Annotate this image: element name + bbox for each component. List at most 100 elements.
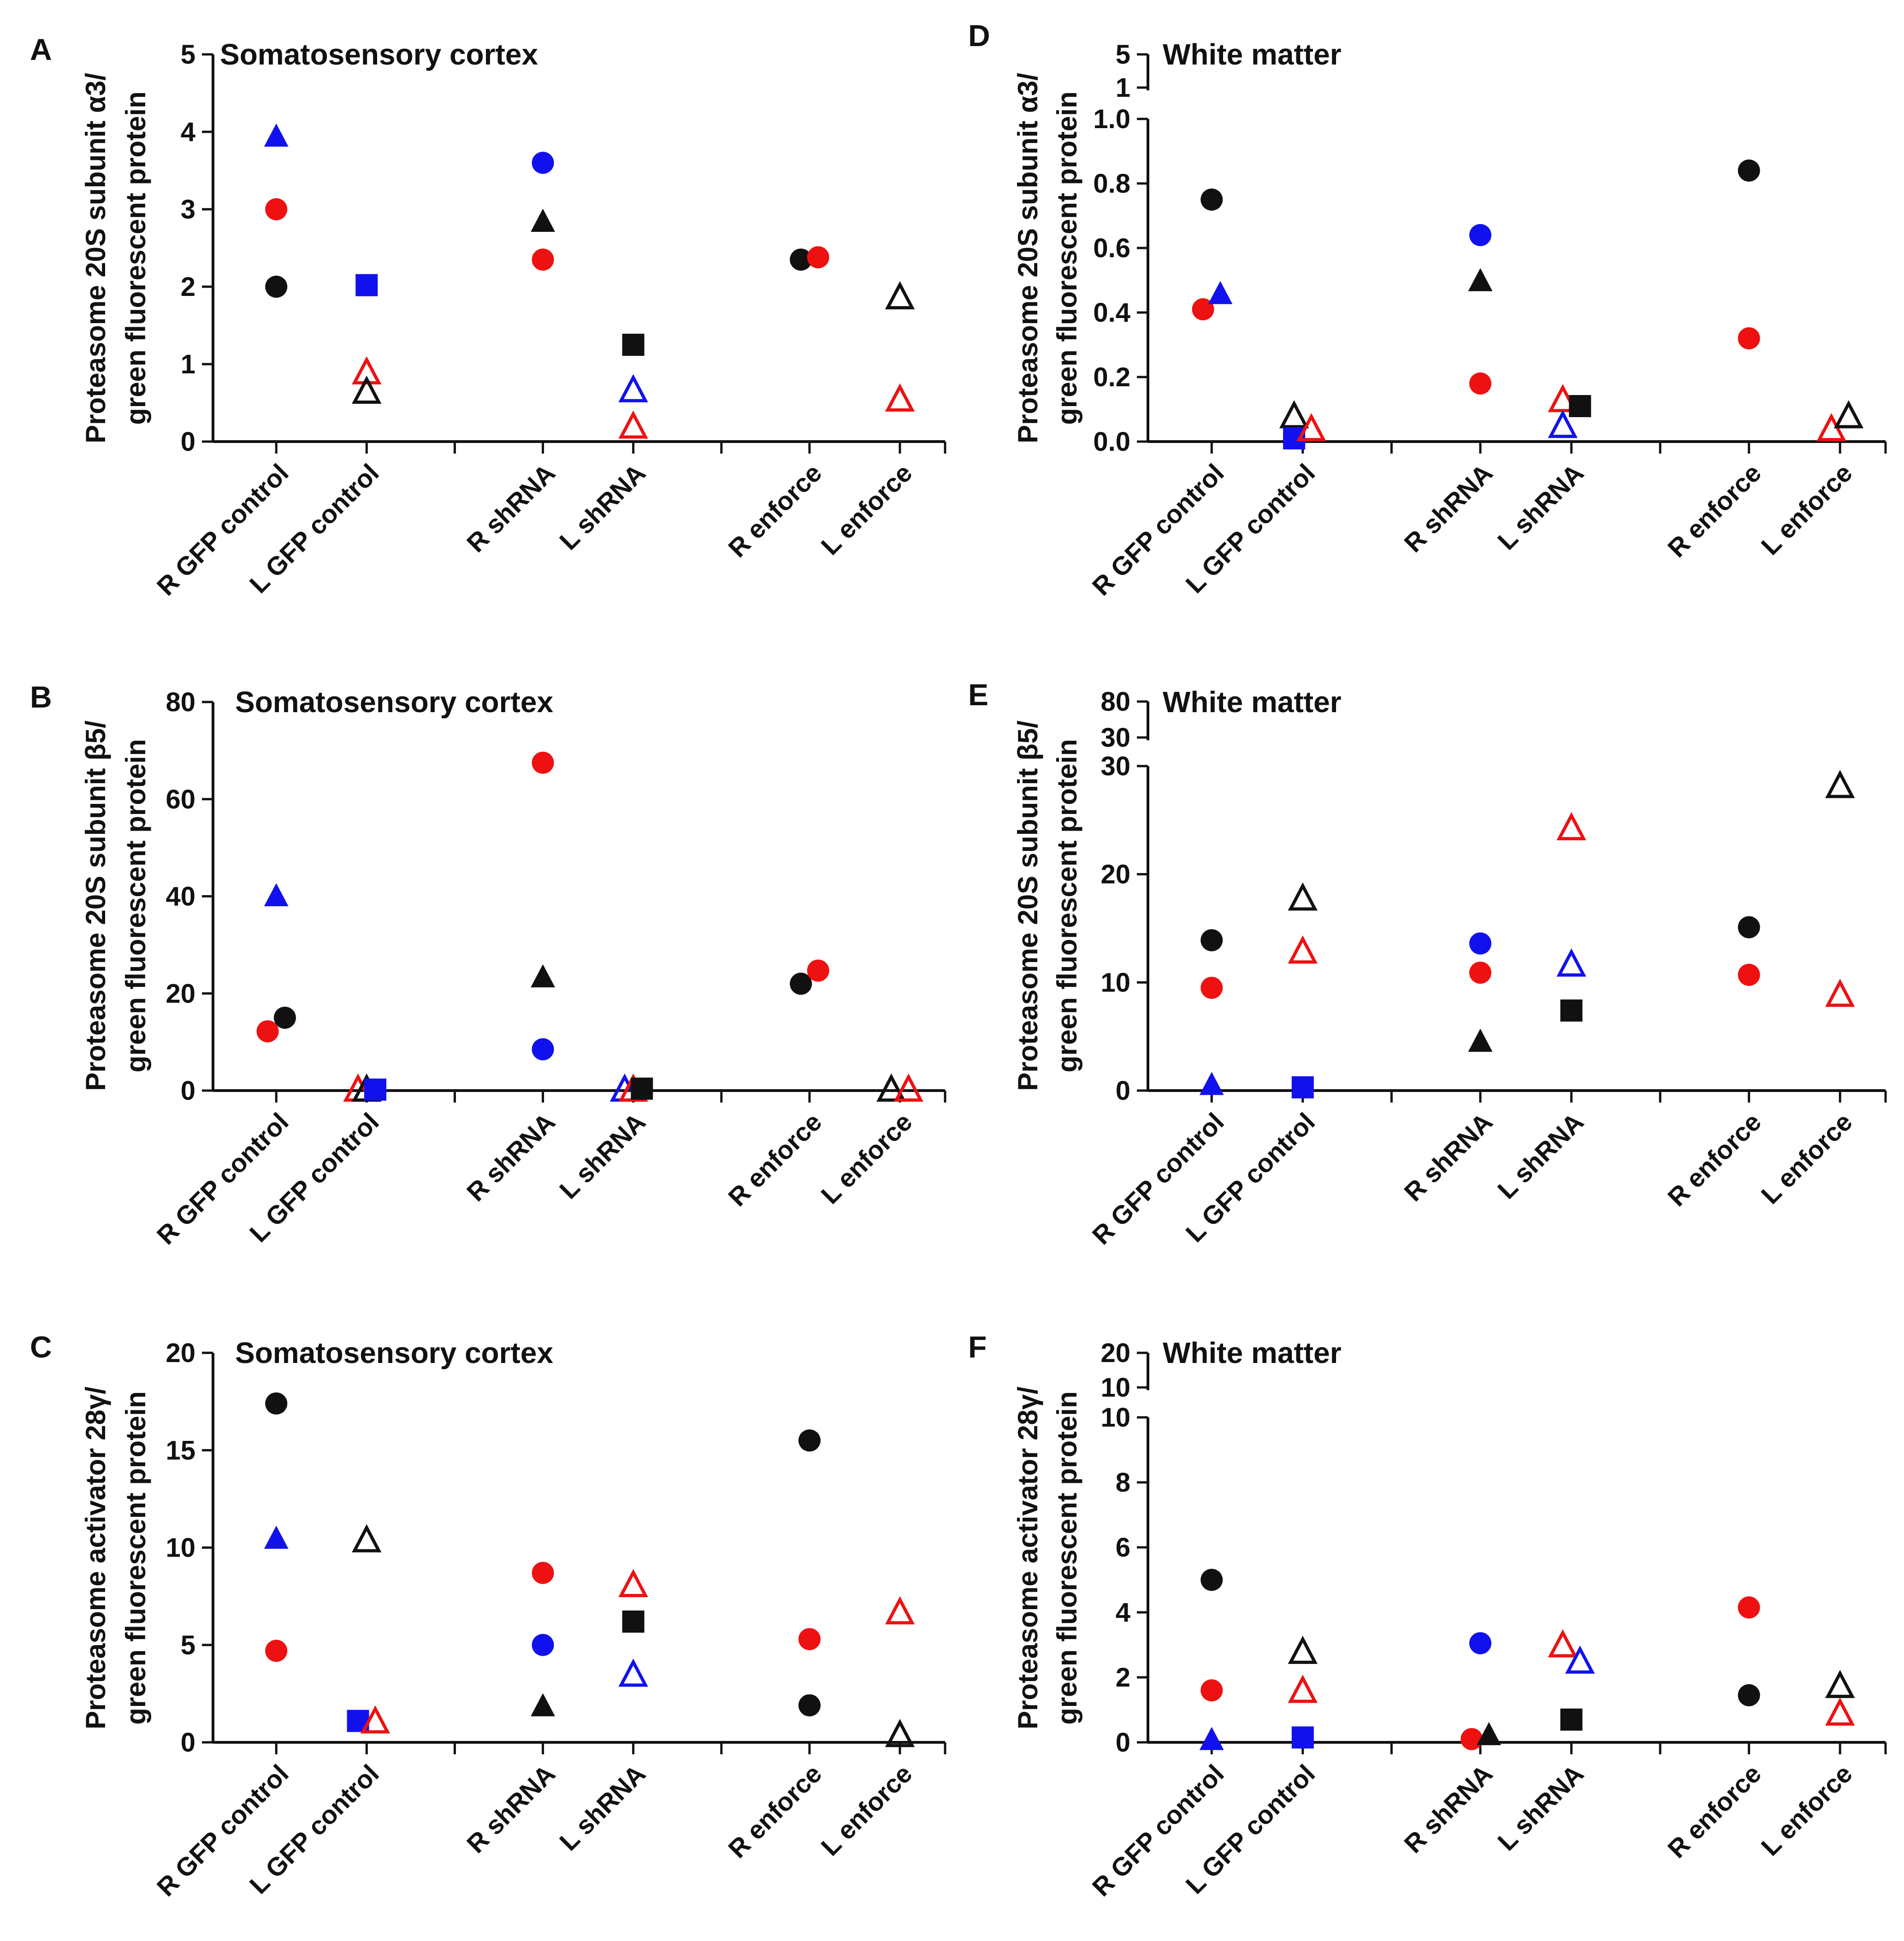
data-point-triangle bbox=[1288, 882, 1318, 911]
data-point-triangle bbox=[352, 375, 382, 404]
y-tick-label: 10 bbox=[1100, 1403, 1130, 1433]
y-axis-label: Proteasome activator 28γ/ bbox=[1012, 1386, 1043, 1729]
y-tick-label: 30 bbox=[1100, 751, 1130, 781]
chart-title: White matter bbox=[1163, 1336, 1342, 1369]
data-point-triangle bbox=[360, 1705, 390, 1734]
y-axis-label: Proteasome 20S subunit β5/ bbox=[1012, 720, 1043, 1091]
chart-title: White matter bbox=[1163, 38, 1342, 71]
y-tick-label: 15 bbox=[166, 1435, 195, 1465]
x-tick-label: R enforce bbox=[722, 458, 827, 563]
data-point-triangle bbox=[531, 208, 555, 232]
y-tick-label: 5 bbox=[181, 1630, 195, 1660]
chart-panel-c: C Somatosensory cortex Proteasome activato… bbox=[30, 1330, 946, 1902]
data-point-circle bbox=[790, 973, 812, 995]
data-point-square bbox=[364, 1078, 386, 1101]
y-tick-label: 1 bbox=[181, 349, 195, 379]
data-point-triangle bbox=[1825, 1697, 1855, 1726]
x-tick-label: R shRNA bbox=[1398, 458, 1498, 558]
data-point-triangle bbox=[1556, 812, 1586, 841]
data-points bbox=[1199, 770, 1855, 1098]
y-tick-label: 80 bbox=[1100, 687, 1130, 717]
data-point-circle bbox=[807, 246, 829, 269]
data-point-circle bbox=[265, 1640, 288, 1662]
data-point-triangle bbox=[1468, 268, 1493, 291]
data-point-triangle bbox=[1199, 1072, 1224, 1095]
y-tick-label: 2 bbox=[181, 272, 195, 302]
y-tick-label: 0.8 bbox=[1093, 169, 1130, 199]
data-point-square bbox=[631, 1077, 653, 1100]
y-tick-label: 1 bbox=[1116, 73, 1130, 103]
data-point-circle bbox=[1738, 916, 1760, 938]
data-point-circle bbox=[532, 152, 554, 174]
y-tick-label: 80 bbox=[166, 687, 195, 717]
y-tick-label: 0 bbox=[1116, 1076, 1130, 1106]
chart-panel-b: B Somatosensory cortex Proteasome 20S subu… bbox=[30, 680, 946, 1250]
y-axis-label: green fluorescent protein bbox=[120, 91, 151, 425]
y-tick-label: 3 bbox=[181, 195, 195, 224]
y-tick-label: 20 bbox=[1100, 1338, 1130, 1368]
data-point-square bbox=[355, 274, 378, 296]
data-point-triangle bbox=[1208, 281, 1233, 304]
data-point-circle bbox=[1469, 372, 1491, 395]
x-tick-label: R enforce bbox=[722, 1107, 827, 1212]
x-tick-label: R enforce bbox=[1662, 1759, 1767, 1864]
data-point-square bbox=[1291, 1726, 1314, 1749]
data-point-triangle bbox=[1468, 1028, 1493, 1052]
data-point-triangle bbox=[1199, 1727, 1224, 1750]
data-point-triangle bbox=[1296, 413, 1326, 442]
x-tick-label: L enforce bbox=[815, 1759, 917, 1861]
x-tick-label: L enforce bbox=[1756, 1107, 1858, 1209]
x-tick-label: L enforce bbox=[815, 458, 917, 560]
data-point-circle bbox=[265, 276, 288, 298]
y-tick-label: 1.0 bbox=[1093, 104, 1130, 134]
y-axis-label: green fluorescent protein bbox=[1052, 739, 1082, 1072]
data-point-triangle bbox=[1288, 1675, 1318, 1703]
y-axis-label: green fluorescent protein bbox=[120, 739, 151, 1072]
y-tick-label: 20 bbox=[166, 1338, 195, 1368]
panel-label: F bbox=[968, 1330, 987, 1364]
panel-label: E bbox=[968, 678, 988, 712]
chart-panel-e: E White matter Proteasome 20S subunit β5/g… bbox=[968, 678, 1887, 1250]
data-point-circle bbox=[807, 959, 829, 982]
data-point-triangle bbox=[885, 1596, 915, 1625]
data-point-triangle bbox=[1548, 410, 1578, 438]
y-tick-label: 8 bbox=[1116, 1468, 1130, 1498]
data-point-triangle bbox=[876, 1073, 906, 1102]
data-point-circle bbox=[1469, 962, 1491, 984]
data-point-circle bbox=[1738, 963, 1760, 986]
x-tick-label: L enforce bbox=[815, 1107, 917, 1209]
data-point-triangle bbox=[352, 356, 382, 385]
panel-label: D bbox=[968, 18, 990, 53]
data-point-square bbox=[1560, 1708, 1583, 1731]
data-point-triangle bbox=[1825, 770, 1855, 798]
data-point-circle bbox=[532, 248, 554, 271]
data-point-triangle bbox=[264, 124, 289, 147]
data-point-circle bbox=[790, 248, 812, 271]
y-tick-label: 10 bbox=[1100, 1373, 1130, 1403]
y-tick-label: 0.6 bbox=[1093, 233, 1130, 263]
data-point-circle bbox=[1469, 1632, 1491, 1654]
data-point-triangle bbox=[1565, 1645, 1595, 1674]
data-point-triangle bbox=[1279, 400, 1309, 429]
data-point-circle bbox=[1738, 1596, 1760, 1619]
y-tick-label: 20 bbox=[1100, 860, 1130, 890]
y-tick-label: 0.0 bbox=[1093, 427, 1130, 457]
data-point-circle bbox=[1200, 1569, 1223, 1591]
data-point-circle bbox=[532, 1562, 554, 1584]
chart-title: Somatosensory cortex bbox=[235, 685, 553, 719]
panel-label: B bbox=[30, 680, 52, 714]
data-point-square bbox=[1569, 395, 1591, 417]
data-points bbox=[256, 751, 923, 1102]
data-point-circle bbox=[256, 1020, 279, 1043]
data-point-circle bbox=[1200, 189, 1223, 211]
y-tick-label: 4 bbox=[181, 117, 195, 147]
y-axis-label: Proteasome activator 28γ/ bbox=[80, 1386, 111, 1729]
x-tick-label: L enforce bbox=[1756, 458, 1858, 560]
data-points bbox=[1192, 159, 1864, 449]
y-tick-label: 6 bbox=[1116, 1533, 1130, 1563]
data-point-circle bbox=[273, 1006, 296, 1029]
y-axis-label: green fluorescent protein bbox=[120, 1391, 151, 1724]
data-point-circle bbox=[1461, 1728, 1483, 1750]
data-point-circle bbox=[1738, 1684, 1760, 1706]
data-point-triangle bbox=[885, 281, 915, 310]
